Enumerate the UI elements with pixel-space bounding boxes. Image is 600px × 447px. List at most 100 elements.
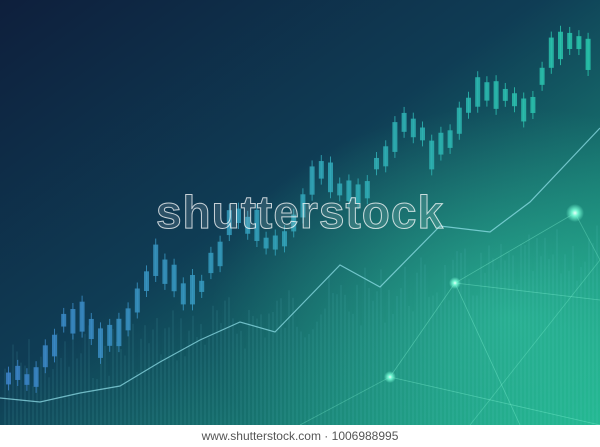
background-bar <box>280 298 282 425</box>
background-bar <box>60 357 62 425</box>
background-bar <box>344 294 346 425</box>
background-bar <box>140 338 142 425</box>
background-bar <box>564 254 566 425</box>
background-bar <box>524 245 526 425</box>
background-bar <box>360 325 362 425</box>
background-bar <box>468 278 470 425</box>
candle-body <box>530 96 536 114</box>
candle-body <box>245 216 251 234</box>
background-bar <box>72 335 74 425</box>
background-bar <box>228 297 230 425</box>
background-bar <box>248 309 250 425</box>
background-bar <box>244 348 246 425</box>
background-bar <box>108 375 110 425</box>
background-bar <box>36 368 38 425</box>
candle-body <box>33 367 39 387</box>
background-bar <box>488 245 490 425</box>
background-bar <box>288 290 290 425</box>
candle-body <box>24 374 30 385</box>
candle-body <box>420 127 425 141</box>
candle-body <box>52 334 57 357</box>
background-bar <box>332 293 334 425</box>
background-bar <box>20 362 22 425</box>
candle-body <box>438 132 444 155</box>
candle-body <box>410 118 416 138</box>
background-bar <box>532 271 534 425</box>
candle-body <box>374 157 379 170</box>
background-bar <box>404 266 406 425</box>
candle-body <box>61 313 67 327</box>
background-bar <box>372 300 374 425</box>
background-bar <box>396 296 398 425</box>
background-bar <box>496 270 498 425</box>
candle-body <box>42 345 48 368</box>
background-bar <box>144 325 146 425</box>
candle-body <box>272 235 278 250</box>
candle-body <box>134 288 140 313</box>
candle-body <box>429 140 435 170</box>
background-bar <box>452 259 454 425</box>
candle-body <box>144 271 149 292</box>
background-bar <box>408 305 410 425</box>
background-bar <box>188 330 190 425</box>
candle-body <box>208 252 214 274</box>
candle-body <box>318 161 324 179</box>
background-bar <box>12 344 14 425</box>
background-bar <box>312 329 314 425</box>
candle-body <box>447 130 453 148</box>
background-bar <box>352 313 354 425</box>
background-bar <box>464 248 466 425</box>
candle-body <box>79 301 85 332</box>
background-bar <box>508 252 510 425</box>
background-bar <box>220 323 222 425</box>
footer-text: www.shutterstock.com · 1006988995 <box>201 429 399 443</box>
candle-body <box>98 328 103 358</box>
background-bar <box>536 237 538 425</box>
candle-body <box>162 259 168 284</box>
background-bar <box>480 252 482 425</box>
candle-body <box>576 36 582 50</box>
network-line <box>469 212 600 426</box>
background-bar <box>124 355 126 425</box>
candle-body <box>383 146 389 167</box>
candle-body <box>88 318 94 340</box>
background-bar <box>556 229 558 425</box>
candle-body <box>282 231 287 247</box>
glow-dot <box>566 204 584 222</box>
background-bar <box>368 287 370 425</box>
background-bar <box>316 321 318 425</box>
background-bar <box>156 318 158 425</box>
background-bar <box>112 328 114 425</box>
background-bar <box>180 318 182 425</box>
candle-body <box>548 37 554 68</box>
background-bar <box>356 284 358 425</box>
background-bar <box>292 297 294 425</box>
candle-body <box>226 210 232 236</box>
background-bar <box>128 331 130 425</box>
background-bar <box>560 273 562 425</box>
background-bar <box>300 331 302 425</box>
candle-body <box>6 372 11 385</box>
background-bar <box>308 334 310 425</box>
candle-body <box>337 183 343 196</box>
background-bar <box>172 310 174 425</box>
candle-body <box>346 180 352 202</box>
background-bar <box>572 245 574 425</box>
background-bar <box>200 324 202 425</box>
background-bar <box>364 267 366 425</box>
background-bar <box>296 326 298 425</box>
background-bar <box>116 341 118 425</box>
background-bar <box>260 314 262 425</box>
candle-body <box>484 82 490 101</box>
background-bar <box>284 327 286 425</box>
background-bar <box>252 315 254 425</box>
background-bar <box>132 323 134 425</box>
candle-body <box>558 31 563 60</box>
background-bar <box>32 386 34 425</box>
background-bar <box>568 270 570 425</box>
candle-body <box>392 122 398 152</box>
background-bar <box>148 343 150 425</box>
candle-body <box>502 88 508 101</box>
